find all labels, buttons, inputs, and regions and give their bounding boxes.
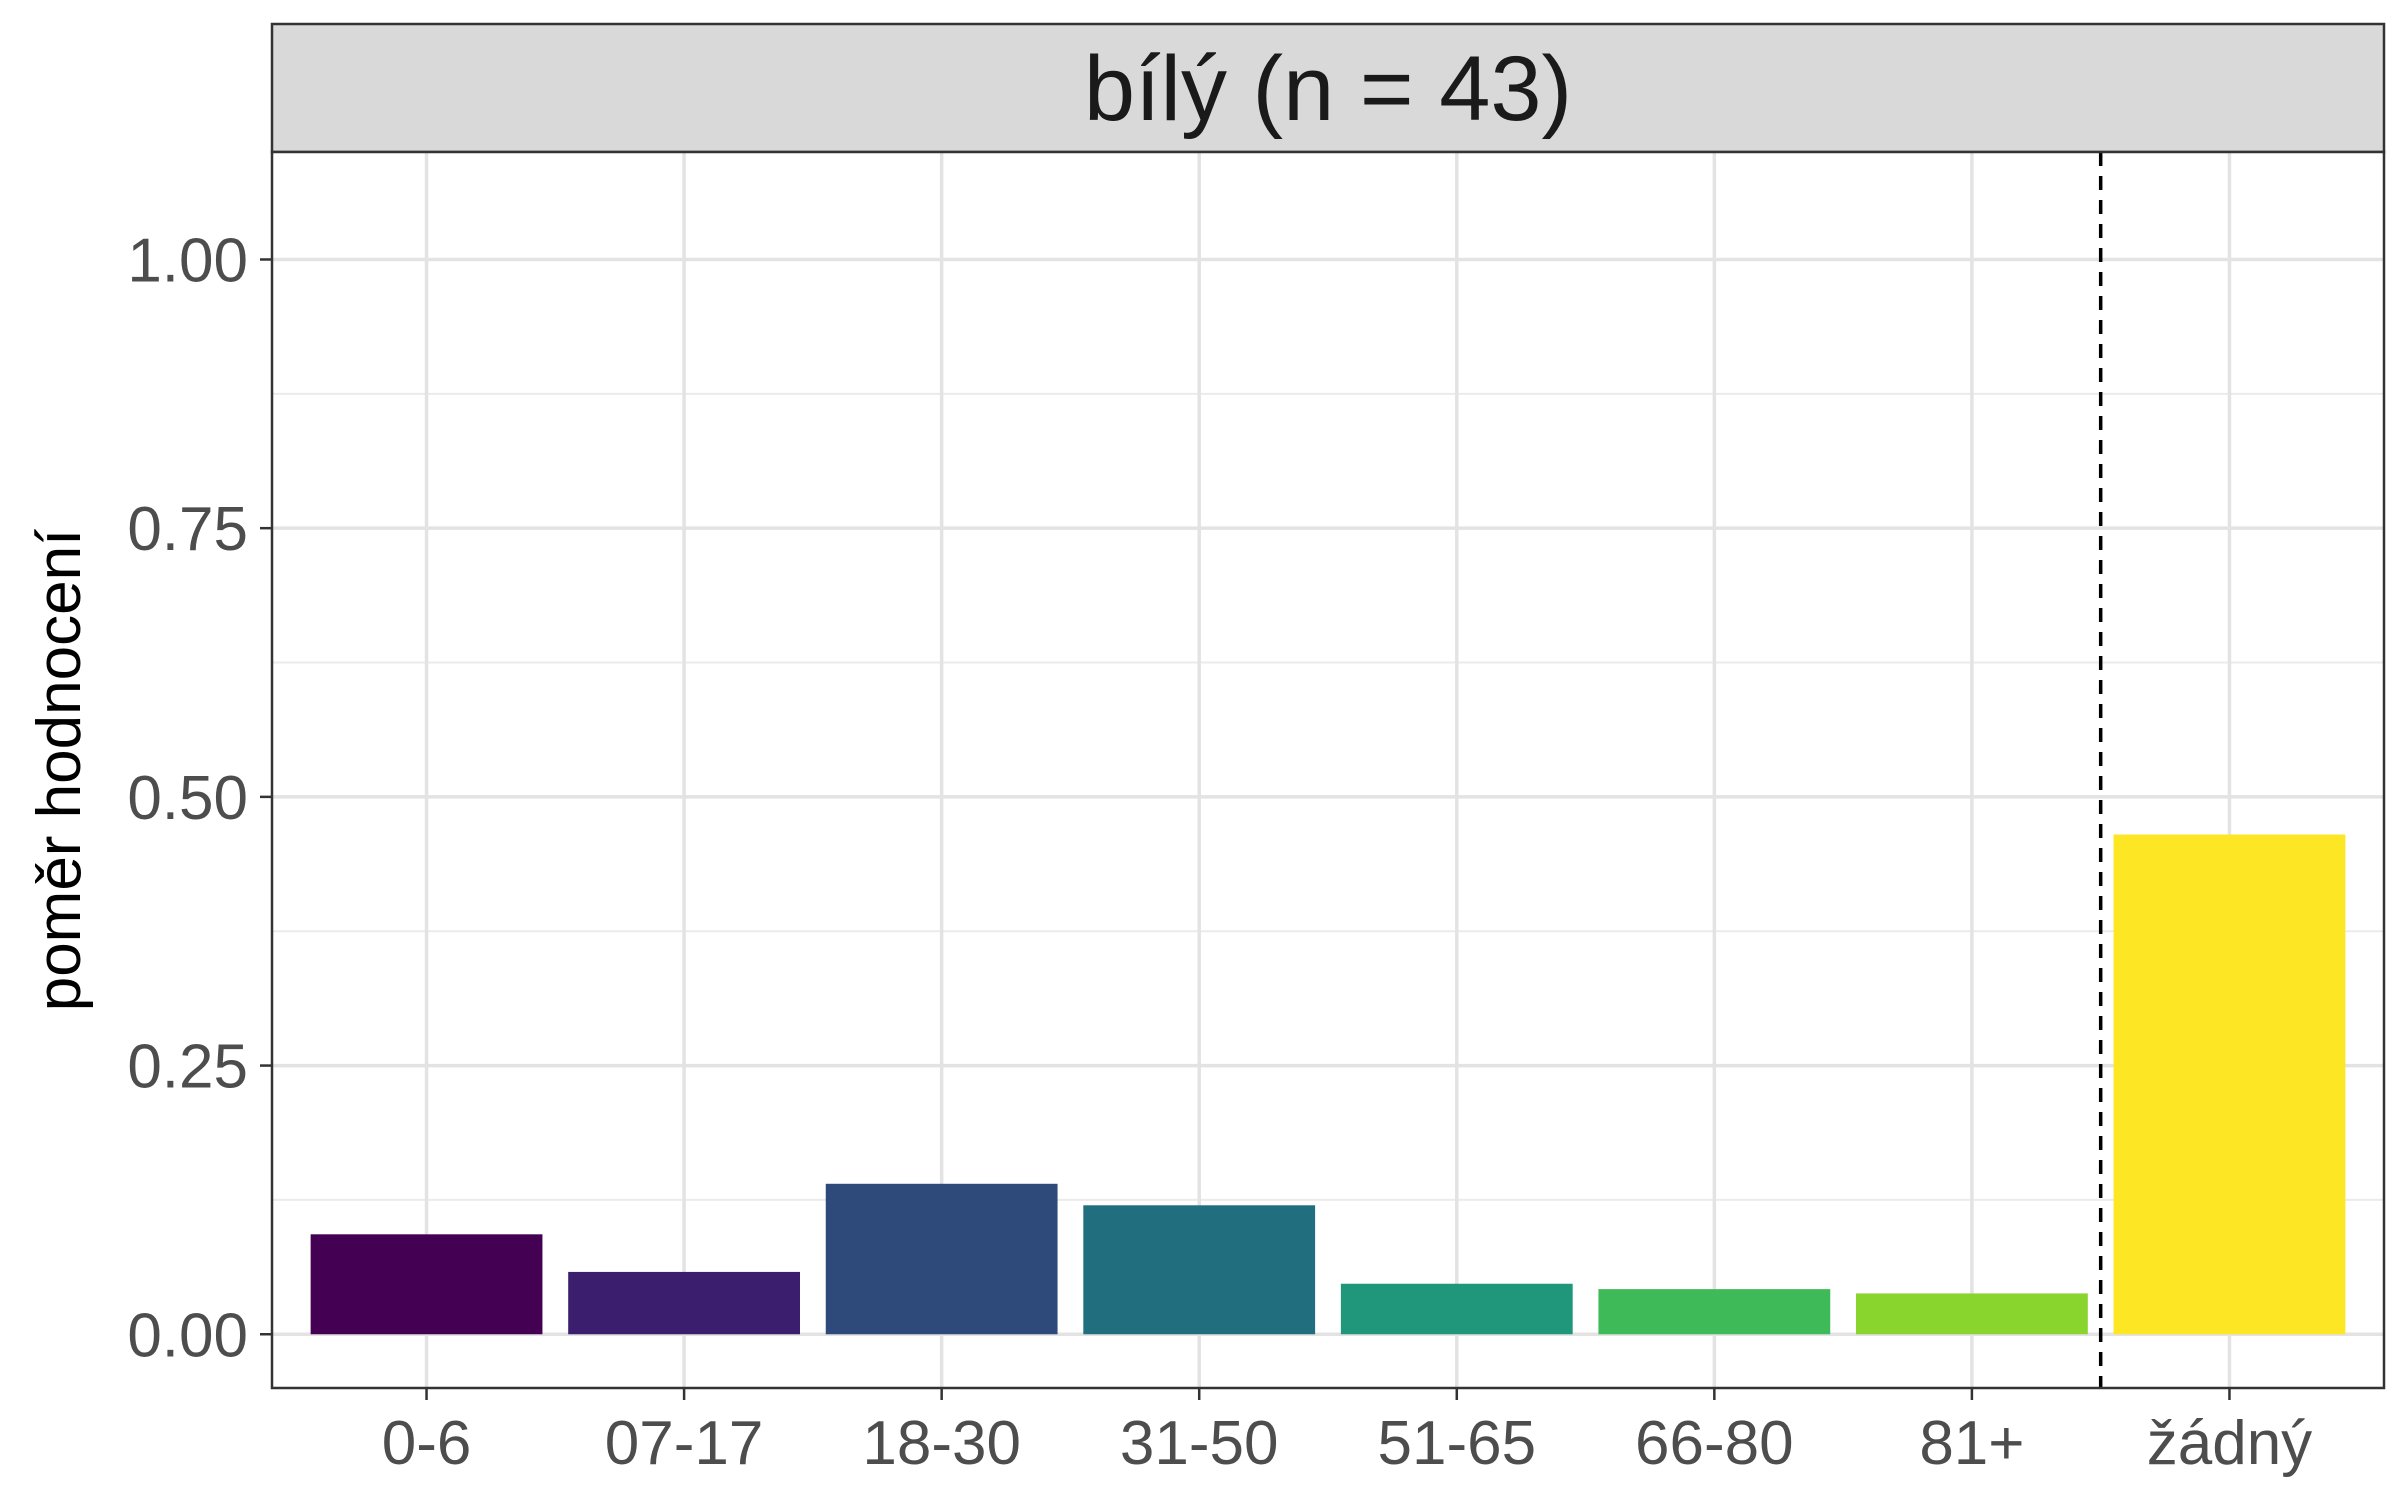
- x-tick-label: 18-30: [862, 1409, 1021, 1478]
- bar-žádný: [2113, 834, 2346, 1335]
- bar-51-65: [1340, 1283, 1573, 1335]
- y-tick-label: 1.00: [127, 226, 248, 295]
- y-tick-label: 0.50: [127, 764, 248, 833]
- x-tick-label: žádný: [2147, 1409, 2312, 1478]
- bars: [310, 834, 2346, 1335]
- y-tick-label: 0.00: [127, 1301, 248, 1370]
- bar-0-6: [310, 1234, 543, 1335]
- bar-18-30: [825, 1183, 1058, 1335]
- bar-07-17: [568, 1271, 800, 1335]
- y-tick-label: 0.25: [127, 1033, 248, 1102]
- x-axis: 0-6 07-17 18-30 31-50 51-65 66-80 81+ žádný: [382, 1388, 2312, 1478]
- x-tick-label: 81+: [1919, 1409, 2024, 1478]
- y-tick-label: 0.75: [127, 495, 248, 564]
- facet-title: bílý (n = 43): [1084, 38, 1572, 140]
- x-tick-label: 07-17: [605, 1409, 764, 1478]
- facet-strip: [270, 22, 2386, 154]
- bar-31-50: [1083, 1205, 1316, 1335]
- x-tick-label: 31-50: [1120, 1409, 1279, 1478]
- gridlines: [272, 152, 2384, 1388]
- plot-panel: [272, 152, 2384, 1388]
- x-tick-label: 66-80: [1635, 1409, 1794, 1478]
- bar-81+: [1856, 1293, 2088, 1335]
- y-axis: 0.00 0.25 0.50 0.75 1.00: [127, 226, 272, 1370]
- y-axis-title: poměr hodnocení: [25, 529, 94, 1012]
- bar-66-80: [1598, 1289, 1831, 1335]
- x-tick-label: 0-6: [382, 1409, 472, 1478]
- x-tick-label: 51-65: [1377, 1409, 1536, 1478]
- panel-border: [270, 150, 2386, 1390]
